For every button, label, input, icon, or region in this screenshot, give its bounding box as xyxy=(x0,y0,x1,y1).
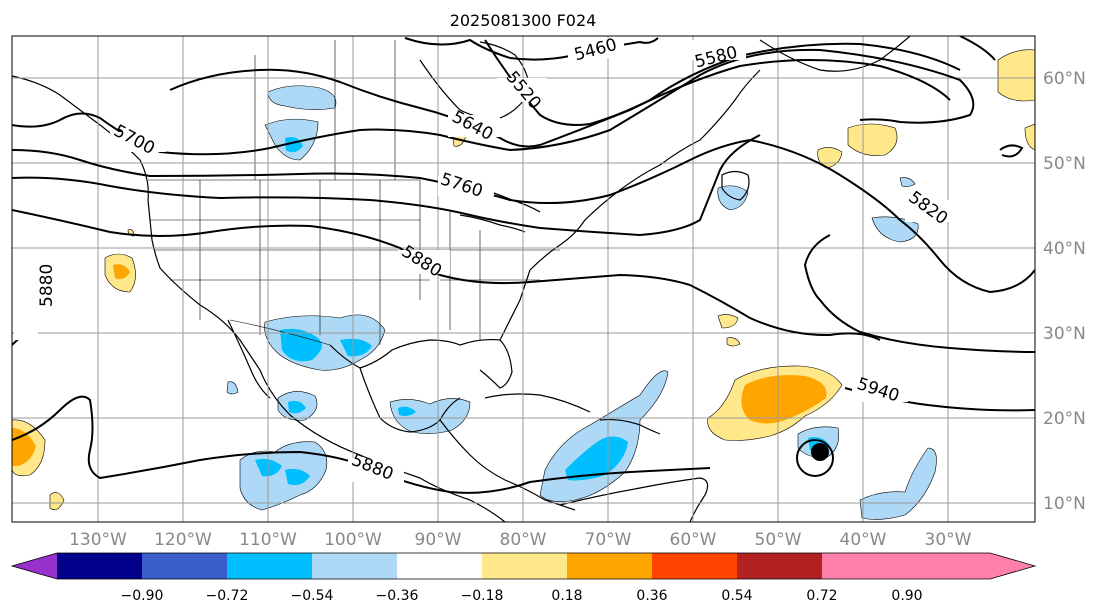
colorbar-segment xyxy=(652,553,737,579)
colorbar-segment xyxy=(737,553,822,579)
contour-label: 5880 xyxy=(37,264,57,307)
lat-label: 50°N xyxy=(1043,154,1086,174)
colorbar-segment xyxy=(482,553,567,579)
lat-label: 10°N xyxy=(1043,494,1086,514)
lon-label: 110°W xyxy=(239,530,297,550)
lon-label: 90°W xyxy=(415,530,462,550)
lon-label: 70°W xyxy=(585,530,632,550)
colorbar-extend-high xyxy=(822,553,1035,579)
colorbar-tick-label: −0.90 xyxy=(121,588,164,604)
colorbar-segment xyxy=(227,553,312,579)
colorbar-labels: −0.90 −0.72 −0.54 −0.36 −0.18 0.18 0.36 … xyxy=(121,588,923,604)
colorbar-segment xyxy=(397,553,482,579)
map-area: 5460 5580 5520 5640 5700 5760 5820 5880 … xyxy=(12,36,1035,522)
colorbar-tick-label: 0.72 xyxy=(806,588,837,604)
lon-label: 80°W xyxy=(500,530,547,550)
colorbar-segment xyxy=(312,553,397,579)
political-boundaries xyxy=(148,40,560,346)
colorbar-tick-label: −0.18 xyxy=(461,588,504,604)
lon-label: 60°W xyxy=(670,530,717,550)
lat-label: 30°N xyxy=(1043,324,1086,344)
colorbar-tick-label: 0.90 xyxy=(891,588,922,604)
lat-label: 40°N xyxy=(1043,239,1086,259)
contour-label: 5700 xyxy=(110,121,158,159)
colorbar-segment xyxy=(567,553,652,579)
colorbar-tick-label: −0.72 xyxy=(206,588,249,604)
colorbar-tick-label: 0.36 xyxy=(636,588,667,604)
colorbar-tick-label: 0.18 xyxy=(551,588,582,604)
lon-label: 50°W xyxy=(755,530,802,550)
map-border xyxy=(11,35,1036,523)
colorbar-tick-label: −0.54 xyxy=(291,588,334,604)
lon-label: 130°W xyxy=(69,530,127,550)
graticule xyxy=(12,36,1035,522)
longitude-labels: 130°W 120°W 110°W 100°W 90°W 80°W 70°W 6… xyxy=(69,530,972,550)
latitude-labels: 60°N 50°N 40°N 30°N 20°N 10°N xyxy=(1043,69,1086,514)
lon-label: 100°W xyxy=(324,530,382,550)
contour-labels: 5460 5580 5520 5640 5700 5760 5820 5880 … xyxy=(14,36,961,485)
colorbar xyxy=(10,552,1037,580)
lat-label: 20°N xyxy=(1043,409,1086,429)
lat-label: 60°N xyxy=(1043,69,1086,89)
colorbar-tick-label: 0.54 xyxy=(721,588,752,604)
colorbar-segment xyxy=(142,553,227,579)
colorbar-extend-low xyxy=(12,553,57,579)
lon-label: 120°W xyxy=(154,530,212,550)
lon-label: 40°W xyxy=(840,530,887,550)
anomaly-shading xyxy=(12,49,1035,520)
map-title: 2025081300 F024 xyxy=(450,11,597,30)
colorbar-segment xyxy=(57,553,142,579)
lon-label: 30°W xyxy=(925,530,972,550)
colorbar-tick-label: −0.36 xyxy=(376,588,419,604)
contour-label: 5760 xyxy=(438,169,485,201)
